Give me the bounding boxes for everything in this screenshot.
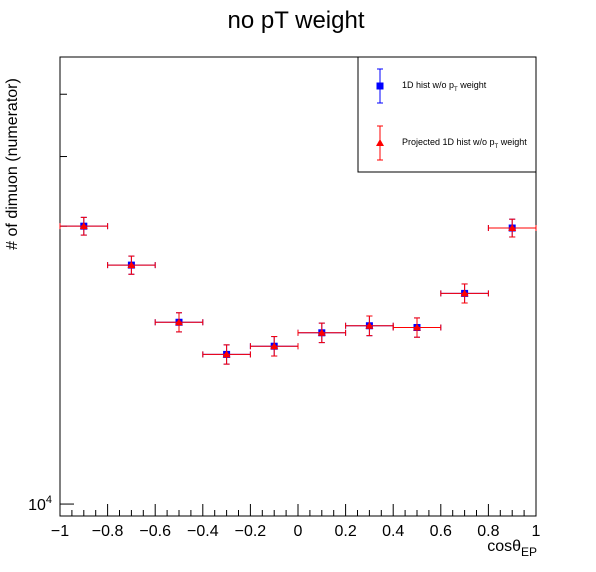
x-axis: −1 −0.8 −0.6 −0.4 −0.2 0 0.2 0.4 0.6 0.8 1 bbox=[51, 504, 541, 540]
legend-projected-label-sub: T bbox=[495, 144, 499, 150]
y-tick-label-base: 10 bbox=[28, 497, 46, 514]
x-tick-label: −0.8 bbox=[92, 523, 124, 540]
x-tick-label: 1 bbox=[532, 523, 541, 540]
legend-1d-hist-label-sub: T bbox=[454, 87, 458, 93]
x-tick-label: 0.4 bbox=[382, 523, 404, 540]
x-tick-label: 0.8 bbox=[477, 523, 499, 540]
legend-entry-1d-hist: 1D hist w/o pT weight bbox=[376, 68, 487, 104]
x-tick-label: −1 bbox=[51, 523, 69, 540]
series-layer bbox=[59, 216, 537, 365]
y-axis: 104 bbox=[28, 93, 74, 514]
y-axis-title: # of dimuon (numerator) bbox=[4, 78, 21, 250]
legend-projected-label-main: Projected 1D hist w/o p bbox=[402, 137, 495, 147]
data-point bbox=[508, 224, 517, 232]
y-tick-label-exponent: 4 bbox=[46, 494, 52, 506]
legend-1d-hist-marker bbox=[376, 82, 384, 90]
x-tick-label: 0.2 bbox=[334, 523, 356, 540]
data-point bbox=[270, 342, 279, 350]
x-tick-label: −0.2 bbox=[235, 523, 267, 540]
y-tick-label: 104 bbox=[28, 494, 52, 514]
legend-projected-marker bbox=[376, 139, 384, 146]
legend: 1D hist w/o pT weight Projected 1D hist … bbox=[357, 56, 537, 173]
data-point bbox=[222, 350, 231, 358]
legend-projected-label-suffix: weight bbox=[498, 137, 527, 147]
data-point bbox=[127, 261, 136, 269]
chart-title: no pT weight bbox=[228, 7, 365, 34]
data-point bbox=[79, 222, 88, 230]
data-point bbox=[365, 321, 374, 329]
legend-entry-projected: Projected 1D hist w/o pT weight bbox=[376, 125, 527, 161]
data-point bbox=[460, 289, 469, 297]
x-axis-title: cosθEP bbox=[487, 538, 537, 559]
legend-box bbox=[357, 56, 537, 173]
legend-1d-hist-label-suffix: weight bbox=[458, 80, 487, 90]
x-tick-label: −0.4 bbox=[187, 523, 219, 540]
data-point bbox=[317, 328, 326, 336]
x-tick-label: 0 bbox=[294, 523, 303, 540]
x-axis-title-main: cosθ bbox=[487, 538, 521, 555]
x-axis-title-sub: EP bbox=[521, 545, 537, 559]
series-projected bbox=[59, 216, 537, 365]
legend-1d-hist-label-main: 1D hist w/o p bbox=[402, 80, 454, 90]
x-tick-label: 0.6 bbox=[430, 523, 452, 540]
legend-projected-label: Projected 1D hist w/o pT weight bbox=[402, 137, 527, 150]
data-point bbox=[413, 323, 421, 331]
data-point bbox=[175, 318, 183, 326]
x-tick-label: −0.6 bbox=[139, 523, 171, 540]
legend-1d-hist-label: 1D hist w/o pT weight bbox=[402, 80, 487, 93]
